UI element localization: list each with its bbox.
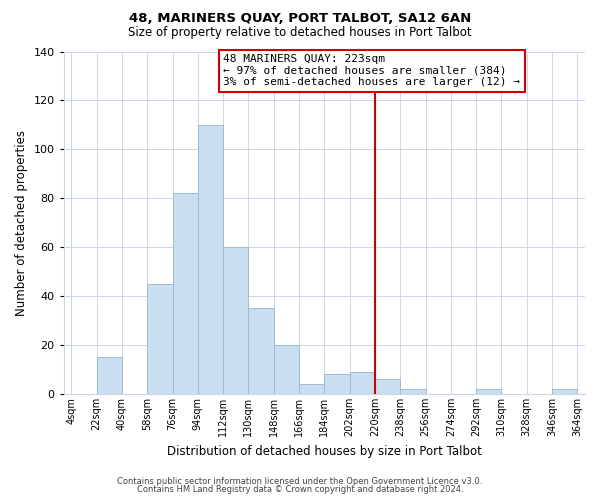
- Bar: [223, 247, 248, 394]
- Bar: [147, 284, 173, 394]
- Bar: [400, 389, 425, 394]
- Y-axis label: Number of detached properties: Number of detached properties: [15, 130, 28, 316]
- Bar: [476, 389, 502, 394]
- Bar: [97, 358, 122, 394]
- Bar: [299, 384, 325, 394]
- Text: 48, MARINERS QUAY, PORT TALBOT, SA12 6AN: 48, MARINERS QUAY, PORT TALBOT, SA12 6AN: [129, 12, 471, 26]
- Bar: [375, 380, 400, 394]
- Text: Contains public sector information licensed under the Open Government Licence v3: Contains public sector information licen…: [118, 477, 482, 486]
- Bar: [325, 374, 350, 394]
- Bar: [274, 345, 299, 394]
- Text: Size of property relative to detached houses in Port Talbot: Size of property relative to detached ho…: [128, 26, 472, 39]
- Text: 48 MARINERS QUAY: 223sqm
← 97% of detached houses are smaller (384)
3% of semi-d: 48 MARINERS QUAY: 223sqm ← 97% of detach…: [223, 54, 520, 87]
- Bar: [248, 308, 274, 394]
- X-axis label: Distribution of detached houses by size in Port Talbot: Distribution of detached houses by size …: [167, 444, 482, 458]
- Bar: [173, 194, 198, 394]
- Bar: [350, 372, 375, 394]
- Bar: [552, 389, 577, 394]
- Bar: [198, 125, 223, 394]
- Text: Contains HM Land Registry data © Crown copyright and database right 2024.: Contains HM Land Registry data © Crown c…: [137, 485, 463, 494]
